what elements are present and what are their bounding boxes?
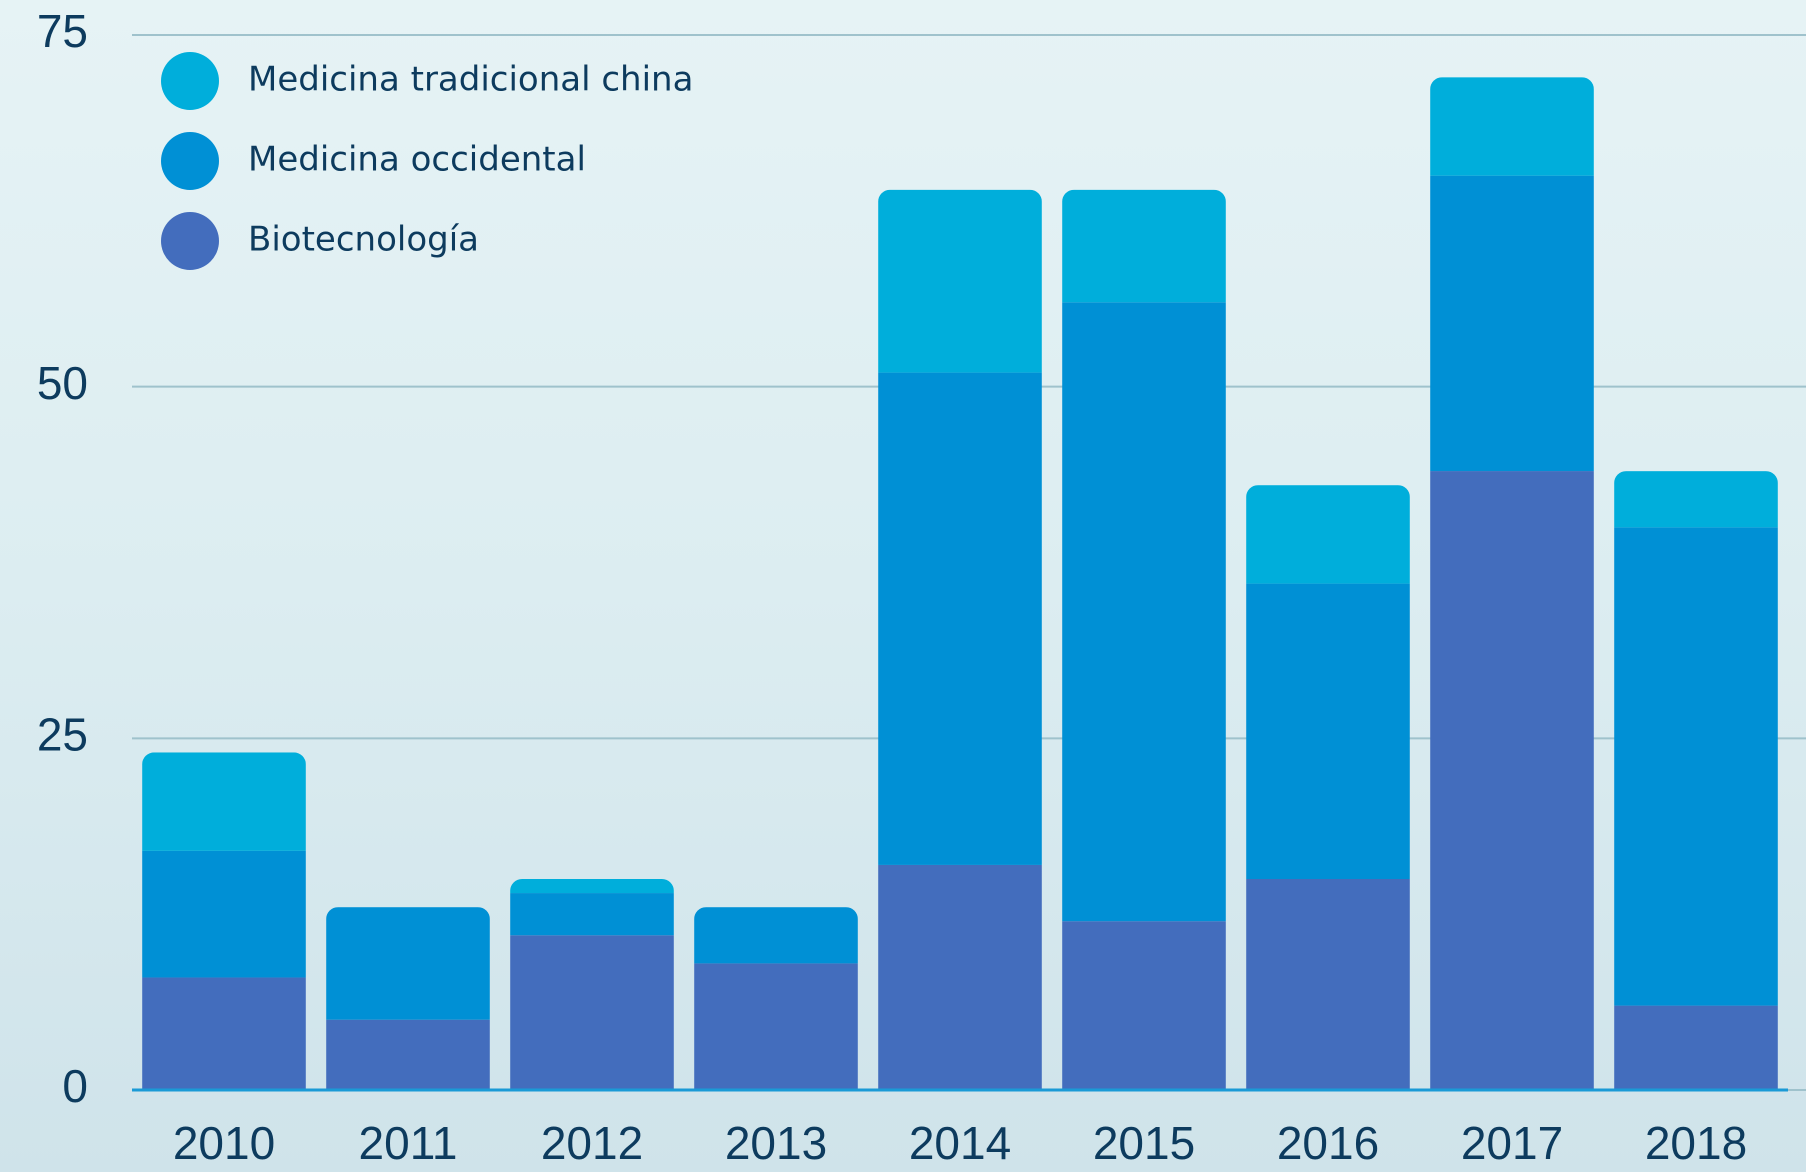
- legend-swatch: [161, 212, 219, 270]
- bar-stack: [142, 752, 306, 1090]
- bar-stack: [878, 190, 1042, 1090]
- x-tick-label: 2013: [725, 1117, 827, 1169]
- legend-label: Biotecnología: [248, 220, 479, 260]
- bar-segment: [1246, 485, 1410, 583]
- bar-segment: [1430, 176, 1594, 471]
- bar-segment: [1062, 302, 1226, 921]
- bar-segment: [142, 752, 306, 850]
- legend-label: Medicina tradicional china: [248, 60, 693, 100]
- bar-segment: [142, 851, 306, 978]
- bar-segment: [694, 963, 858, 1090]
- bar-segment: [1246, 879, 1410, 1090]
- bar-segment: [878, 373, 1042, 865]
- y-tick-label: 50: [37, 357, 88, 409]
- bar-stack: [1430, 77, 1594, 1090]
- bar-segment: [510, 879, 674, 893]
- chart: 0 25 50 75 2010 2011 2012 2013 2014 2015 2016 2017 2…: [0, 0, 1806, 1172]
- bar-segment: [878, 190, 1042, 373]
- bar-segment: [1614, 527, 1778, 1005]
- x-tick-label: 2017: [1461, 1117, 1563, 1169]
- bar-segment: [694, 907, 858, 963]
- bar-segment: [1062, 921, 1226, 1090]
- legend-swatch: [161, 52, 219, 110]
- bar-segment: [1614, 471, 1778, 527]
- bar-segment: [510, 893, 674, 935]
- page: {"chart_data": {"type": "stacked_bar", "…: [0, 0, 1806, 1172]
- bar-segment: [1614, 1006, 1778, 1090]
- bar-stack: [1246, 485, 1410, 1090]
- bar-stack: [694, 907, 858, 1090]
- bar-segment: [142, 977, 306, 1090]
- x-tick-label: 2010: [173, 1117, 275, 1169]
- x-tick-label: 2016: [1277, 1117, 1379, 1169]
- y-tick-label: 25: [37, 708, 88, 760]
- bar-segment: [878, 865, 1042, 1090]
- legend-swatch: [161, 132, 219, 190]
- bar-segment: [1246, 584, 1410, 879]
- bar-segment: [1430, 471, 1594, 1090]
- x-tick-label: 2014: [909, 1117, 1011, 1169]
- bar-segment: [510, 935, 674, 1090]
- bar-stack: [326, 907, 490, 1090]
- y-tick-label: 75: [37, 5, 88, 57]
- y-tick-label: 0: [62, 1060, 88, 1112]
- bar-segment: [326, 907, 490, 1020]
- bar-stack: [1062, 190, 1226, 1090]
- x-tick-label: 2012: [541, 1117, 643, 1169]
- bar-segment: [1062, 190, 1226, 303]
- legend-label: Medicina occidental: [248, 140, 586, 180]
- bar-stack: [1614, 471, 1778, 1090]
- x-tick-label: 2011: [359, 1117, 458, 1169]
- x-tick-label: 2018: [1645, 1117, 1747, 1169]
- bar-segment: [326, 1020, 490, 1090]
- bar-segment: [1430, 77, 1594, 175]
- x-tick-label: 2015: [1093, 1117, 1195, 1169]
- bar-stack: [510, 879, 674, 1090]
